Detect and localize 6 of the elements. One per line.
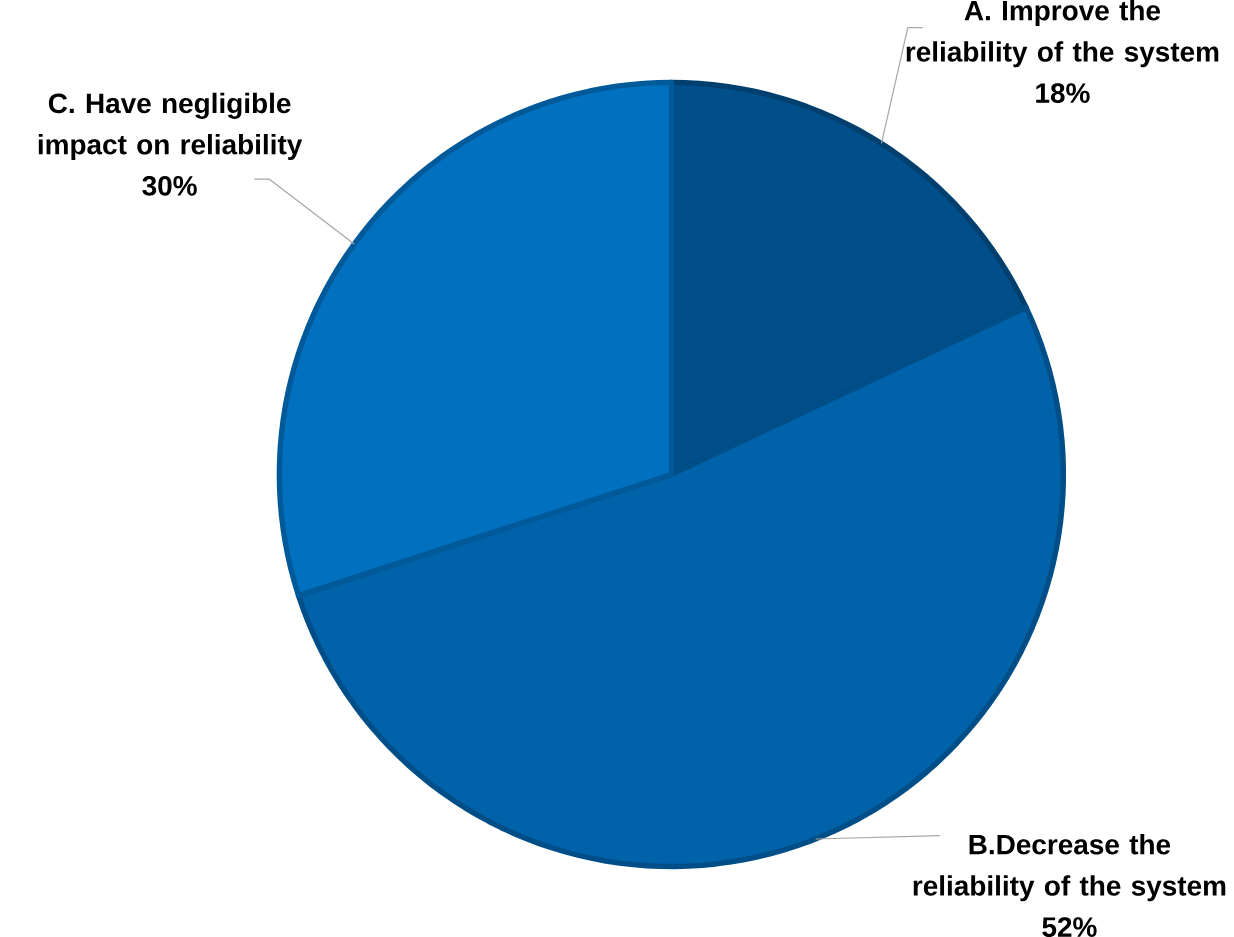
slice-label: C. Have negligible impact on reliability: [38, 92, 303, 161]
slice-label: B.Decrease the reliability of the system: [913, 833, 1226, 902]
data-label: 30%: [142, 175, 197, 196]
slice-label: A. Improve the reliability of the system: [906, 0, 1219, 68]
data-label: 18%: [1036, 83, 1090, 103]
data-label: 52%: [1042, 917, 1097, 937]
